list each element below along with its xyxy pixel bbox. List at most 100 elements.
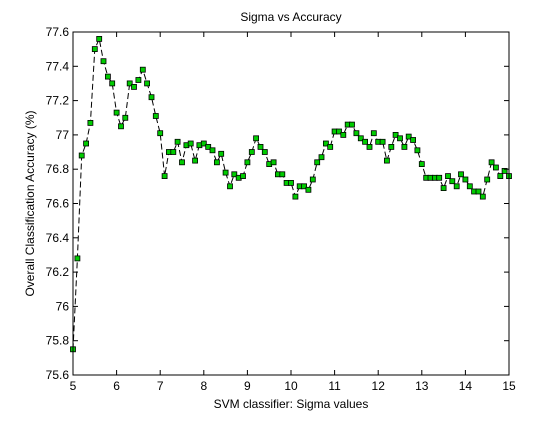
data-point xyxy=(248,149,255,155)
data-point xyxy=(96,36,103,42)
data-point xyxy=(357,135,364,142)
x-tick-label: 5 xyxy=(70,379,77,393)
data-point xyxy=(484,176,491,183)
data-point xyxy=(453,183,460,190)
data-point xyxy=(91,46,98,52)
data-point xyxy=(192,157,199,164)
data-point xyxy=(213,159,220,166)
data-point xyxy=(397,135,403,142)
data-point xyxy=(288,179,294,186)
data-point xyxy=(78,152,85,159)
data-point xyxy=(492,164,499,171)
data-point xyxy=(218,150,225,157)
data-point xyxy=(118,123,124,130)
data-point xyxy=(122,114,129,121)
y-axis-title: Overall Classification Accuracy (%) xyxy=(23,110,37,296)
data-point xyxy=(362,138,369,145)
x-tick-label: 8 xyxy=(200,379,207,393)
data-point xyxy=(209,147,216,154)
data-point xyxy=(227,183,233,190)
data-point xyxy=(144,80,151,87)
data-point xyxy=(157,130,164,137)
data-point xyxy=(279,171,286,178)
data-point xyxy=(301,183,308,190)
y-tick-label: 77.4 xyxy=(46,59,70,73)
y-tick-label: 76.8 xyxy=(46,162,70,176)
data-point xyxy=(314,159,321,166)
data-point xyxy=(458,171,464,178)
data-point xyxy=(135,77,142,83)
data-point xyxy=(292,193,299,200)
data-point xyxy=(139,66,146,73)
x-tick-label: 6 xyxy=(113,379,120,393)
data-point xyxy=(100,58,107,65)
data-point xyxy=(501,167,508,174)
data-point xyxy=(462,176,469,183)
data-point xyxy=(205,143,212,150)
data-point xyxy=(436,174,443,181)
data-point xyxy=(340,131,347,138)
axes-frame xyxy=(72,31,510,376)
data-point xyxy=(126,80,133,87)
x-axis-title: SVM classifier: Sigma values xyxy=(214,397,369,411)
data-point xyxy=(349,121,355,128)
x-tick-label: 13 xyxy=(415,379,429,393)
x-axis: 5 6 7 8 9 10 11 12 13 14 15 xyxy=(70,32,516,393)
data-point xyxy=(414,147,421,154)
data-point xyxy=(379,138,386,145)
data-point xyxy=(466,183,473,190)
x-tick-label: 9 xyxy=(244,379,251,393)
data-point xyxy=(305,186,312,193)
data-point xyxy=(174,138,181,145)
data-point xyxy=(309,176,316,183)
data-point xyxy=(200,140,207,147)
data-point xyxy=(392,131,399,138)
data-point xyxy=(161,173,168,180)
data-point xyxy=(170,149,177,155)
data-point xyxy=(113,109,120,116)
x-tick-label: 7 xyxy=(157,379,164,393)
data-point xyxy=(336,128,342,135)
data-point xyxy=(353,130,360,137)
data-point xyxy=(231,171,238,178)
data-point xyxy=(240,173,246,180)
data-point xyxy=(253,135,260,142)
y-tick-label: 77.6 xyxy=(46,25,70,39)
data-point xyxy=(327,143,334,150)
data-point xyxy=(105,73,111,80)
data-point xyxy=(479,193,486,200)
data-point xyxy=(497,173,504,180)
data-point xyxy=(179,159,185,166)
y-tick-label: 76 xyxy=(56,299,70,313)
data-point xyxy=(152,113,159,119)
x-tick-label: 14 xyxy=(459,379,473,393)
data-point xyxy=(488,159,495,166)
data-point xyxy=(261,149,268,155)
data-point xyxy=(383,157,390,164)
x-tick-label: 12 xyxy=(372,379,386,393)
data-point xyxy=(445,173,451,180)
data-point xyxy=(410,137,417,143)
data-point xyxy=(322,140,329,147)
y-tick-label: 75.6 xyxy=(46,368,70,382)
x-tick-label: 10 xyxy=(284,379,298,393)
data-point xyxy=(388,143,395,150)
data-point xyxy=(257,143,264,150)
y-tick-label: 75.8 xyxy=(46,334,70,348)
data-point xyxy=(401,143,408,150)
chart-title: Sigma vs Accuracy xyxy=(240,10,341,24)
data-point xyxy=(270,159,277,166)
data-point xyxy=(131,84,137,90)
data-point xyxy=(440,185,447,192)
y-tick-label: 77.2 xyxy=(46,94,70,108)
y-tick-label: 77 xyxy=(56,128,70,142)
y-axis: 75.6 75.8 76 76.2 76.4 76.6 76.8 77 77.2 77.4 77.6 xyxy=(46,25,509,382)
series-line xyxy=(72,37,510,350)
plot-area xyxy=(70,36,512,353)
x-tick-label: 11 xyxy=(328,379,341,393)
data-point xyxy=(244,159,251,166)
data-point xyxy=(74,255,81,262)
data-point xyxy=(83,140,89,147)
data-point xyxy=(148,94,155,101)
